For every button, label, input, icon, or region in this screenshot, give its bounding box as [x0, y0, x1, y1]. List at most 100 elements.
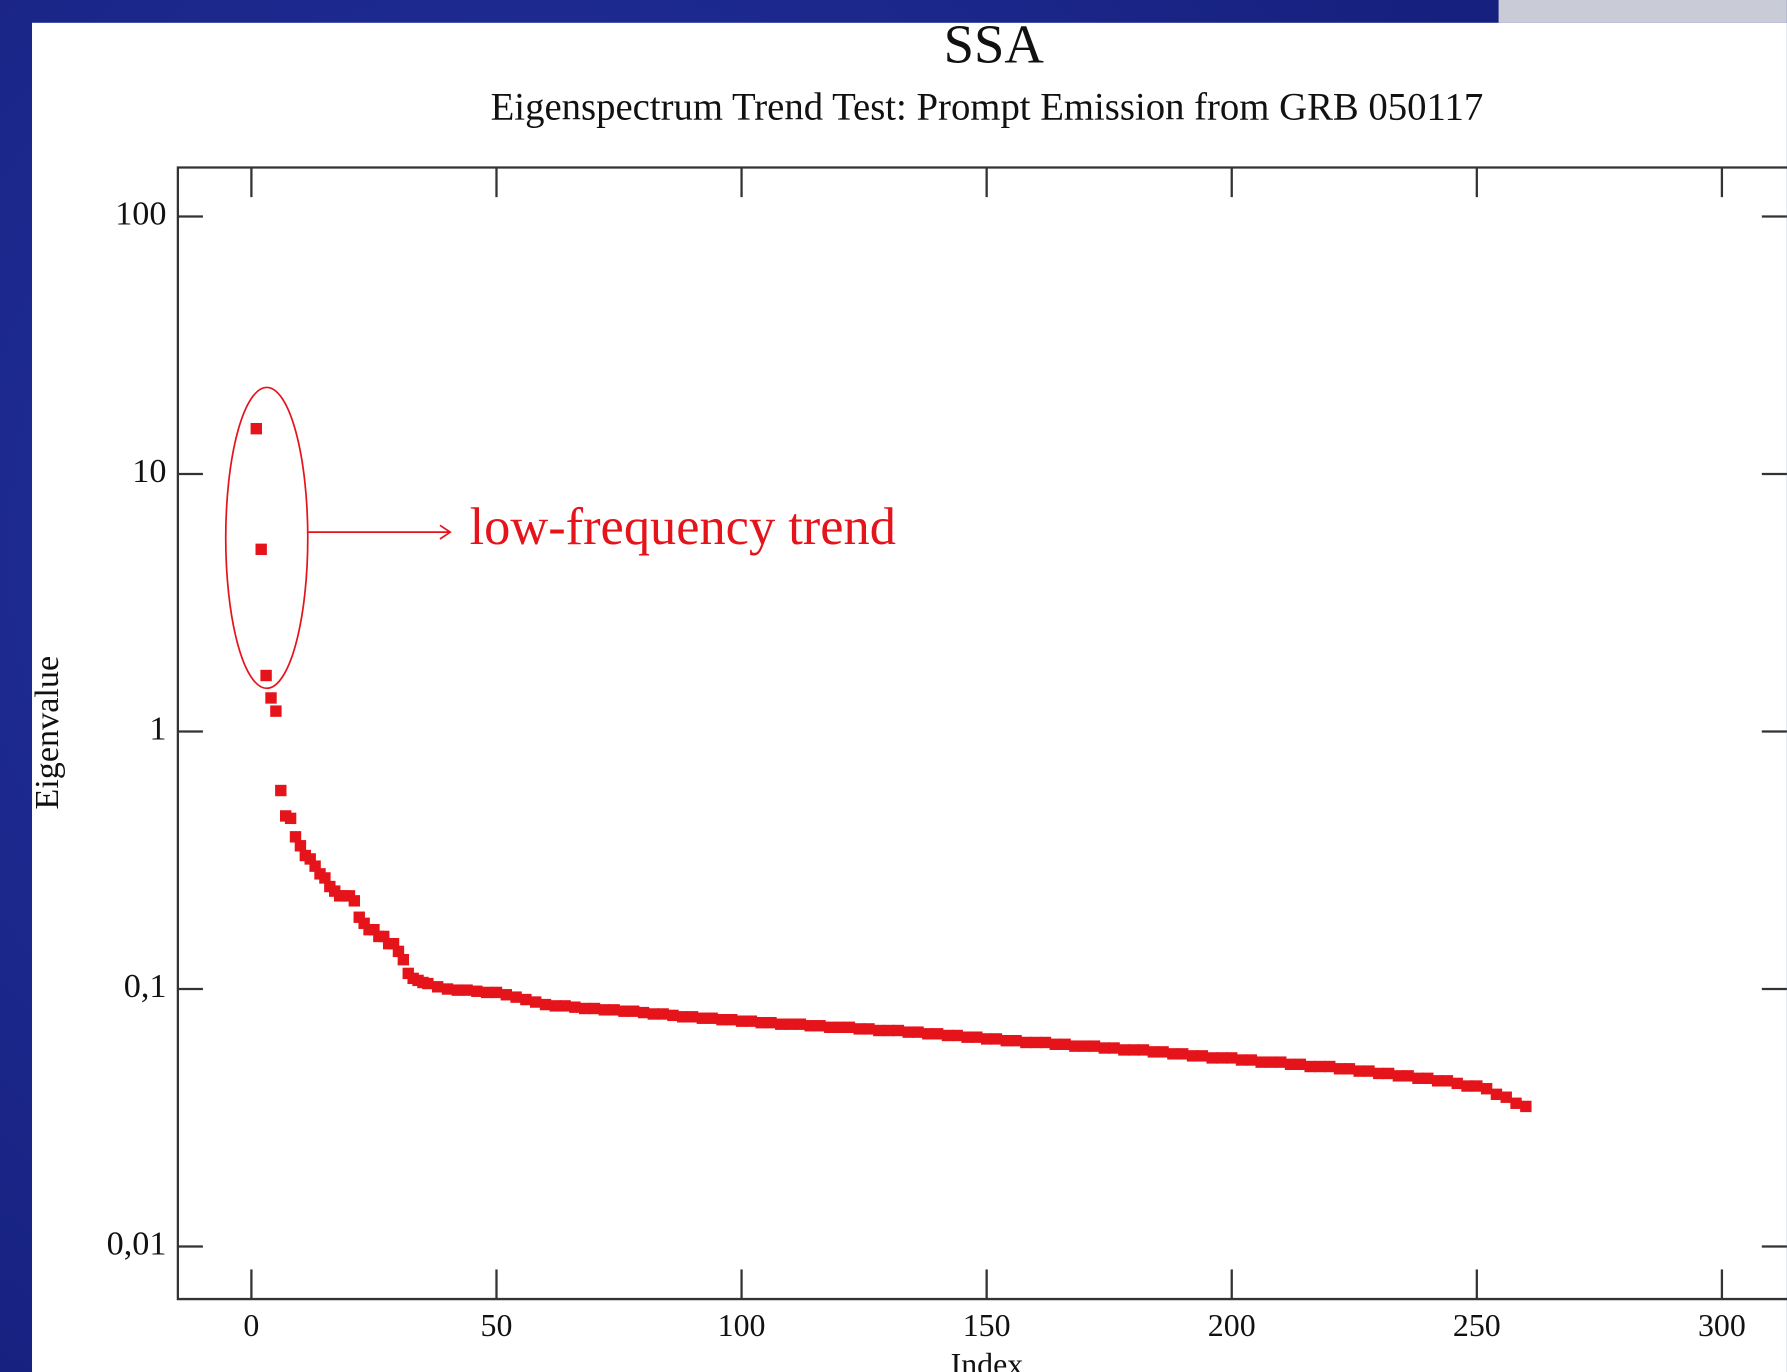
data-point: [1304, 1060, 1316, 1073]
data-point: [549, 1000, 562, 1012]
data-point: [378, 930, 390, 943]
data-point: [853, 1023, 865, 1035]
data-point: [902, 1026, 914, 1038]
data-point: [1186, 1050, 1199, 1062]
data-point: [873, 1024, 885, 1037]
data-point: [1108, 1042, 1120, 1054]
data-point: [814, 1020, 826, 1032]
data-point: [451, 984, 463, 996]
plot-frame: [176, 166, 1787, 1301]
data-point: [1235, 1054, 1248, 1066]
data-point: [392, 945, 405, 958]
data-point: [1441, 1075, 1454, 1087]
y-tick-label: 0,01: [107, 1225, 167, 1262]
data-point: [1402, 1070, 1414, 1082]
data-point: [500, 989, 512, 1001]
data-point: [1333, 1063, 1346, 1075]
data-point: [1157, 1046, 1169, 1058]
data-point: [255, 543, 267, 556]
data-point: [637, 1006, 650, 1019]
data-point: [833, 1021, 846, 1034]
data-point: [677, 1011, 689, 1023]
data-point: [1196, 1050, 1209, 1062]
data-point: [539, 998, 552, 1011]
data-point: [1039, 1036, 1052, 1049]
data-point: [1098, 1042, 1110, 1054]
data-point: [1226, 1052, 1238, 1064]
y-axis-label: Eigenvalue: [29, 656, 66, 810]
data-point: [1382, 1067, 1395, 1080]
data-point: [304, 853, 316, 865]
data-point: [441, 983, 454, 995]
data-point: [1049, 1038, 1061, 1050]
data-point: [422, 977, 434, 990]
data-point: [1422, 1072, 1434, 1085]
data-point: [1216, 1052, 1228, 1064]
y-tick-label: 100: [115, 195, 166, 232]
data-point: [716, 1014, 728, 1026]
data-point: [706, 1012, 718, 1024]
data-point: [667, 1009, 679, 1022]
data-point: [1314, 1060, 1326, 1073]
data-point: [922, 1028, 934, 1040]
x-tick-label: 50: [481, 1308, 513, 1343]
data-point: [1059, 1038, 1071, 1050]
data-point: [1118, 1044, 1130, 1056]
data-point: [686, 1011, 699, 1023]
data-point: [941, 1029, 954, 1042]
data-point: [431, 981, 444, 993]
data-point: [480, 986, 493, 999]
x-axis-label: Index: [951, 1347, 1024, 1372]
data-point: [1471, 1080, 1483, 1092]
data-point: [1294, 1058, 1307, 1071]
data-point: [1373, 1067, 1385, 1080]
data-point: [1265, 1056, 1277, 1068]
x-tick-label: 100: [718, 1308, 766, 1343]
y-tick-label: 0,1: [124, 968, 167, 1005]
data-point: [1147, 1046, 1160, 1058]
data-point: [735, 1015, 748, 1027]
data-point: [784, 1018, 797, 1030]
data-point: [397, 953, 410, 966]
data-point: [490, 986, 503, 999]
data-point: [559, 1000, 571, 1012]
data-point: [931, 1028, 944, 1040]
data-point: [726, 1014, 738, 1026]
data-point: [1000, 1034, 1012, 1047]
data-point: [294, 840, 307, 852]
data-point: [657, 1008, 669, 1020]
data-point: [1490, 1088, 1503, 1101]
data-point: [824, 1021, 836, 1034]
data-point: [775, 1018, 787, 1030]
data-point: [284, 812, 297, 825]
data-point: [1324, 1060, 1336, 1073]
annotation: low-frequency trend: [470, 498, 896, 556]
x-tick-label: 200: [1208, 1308, 1256, 1343]
data-point: [1431, 1075, 1444, 1087]
data-point: [461, 984, 473, 996]
data-point: [1461, 1080, 1473, 1092]
data-point: [1088, 1040, 1101, 1052]
data-point: [843, 1021, 856, 1034]
data-point: [1177, 1048, 1189, 1060]
data-point: [980, 1033, 993, 1045]
data-point: [353, 911, 365, 923]
data-point: [755, 1016, 767, 1029]
data-point: [794, 1018, 807, 1030]
data-point: [358, 917, 370, 929]
data-point: [289, 831, 302, 843]
data-point: [1020, 1036, 1032, 1049]
data-point: [569, 1001, 581, 1013]
data-point: [1206, 1052, 1218, 1064]
data-point: [990, 1033, 1003, 1045]
data-point: [628, 1005, 640, 1017]
data-point: [471, 985, 483, 997]
data-point: [1392, 1070, 1405, 1082]
data-point: [588, 1002, 601, 1015]
data-point: [696, 1012, 709, 1024]
data-point: [1078, 1040, 1091, 1052]
data-point: [1284, 1058, 1297, 1071]
data-point: [912, 1026, 924, 1038]
data-point: [1010, 1034, 1022, 1047]
